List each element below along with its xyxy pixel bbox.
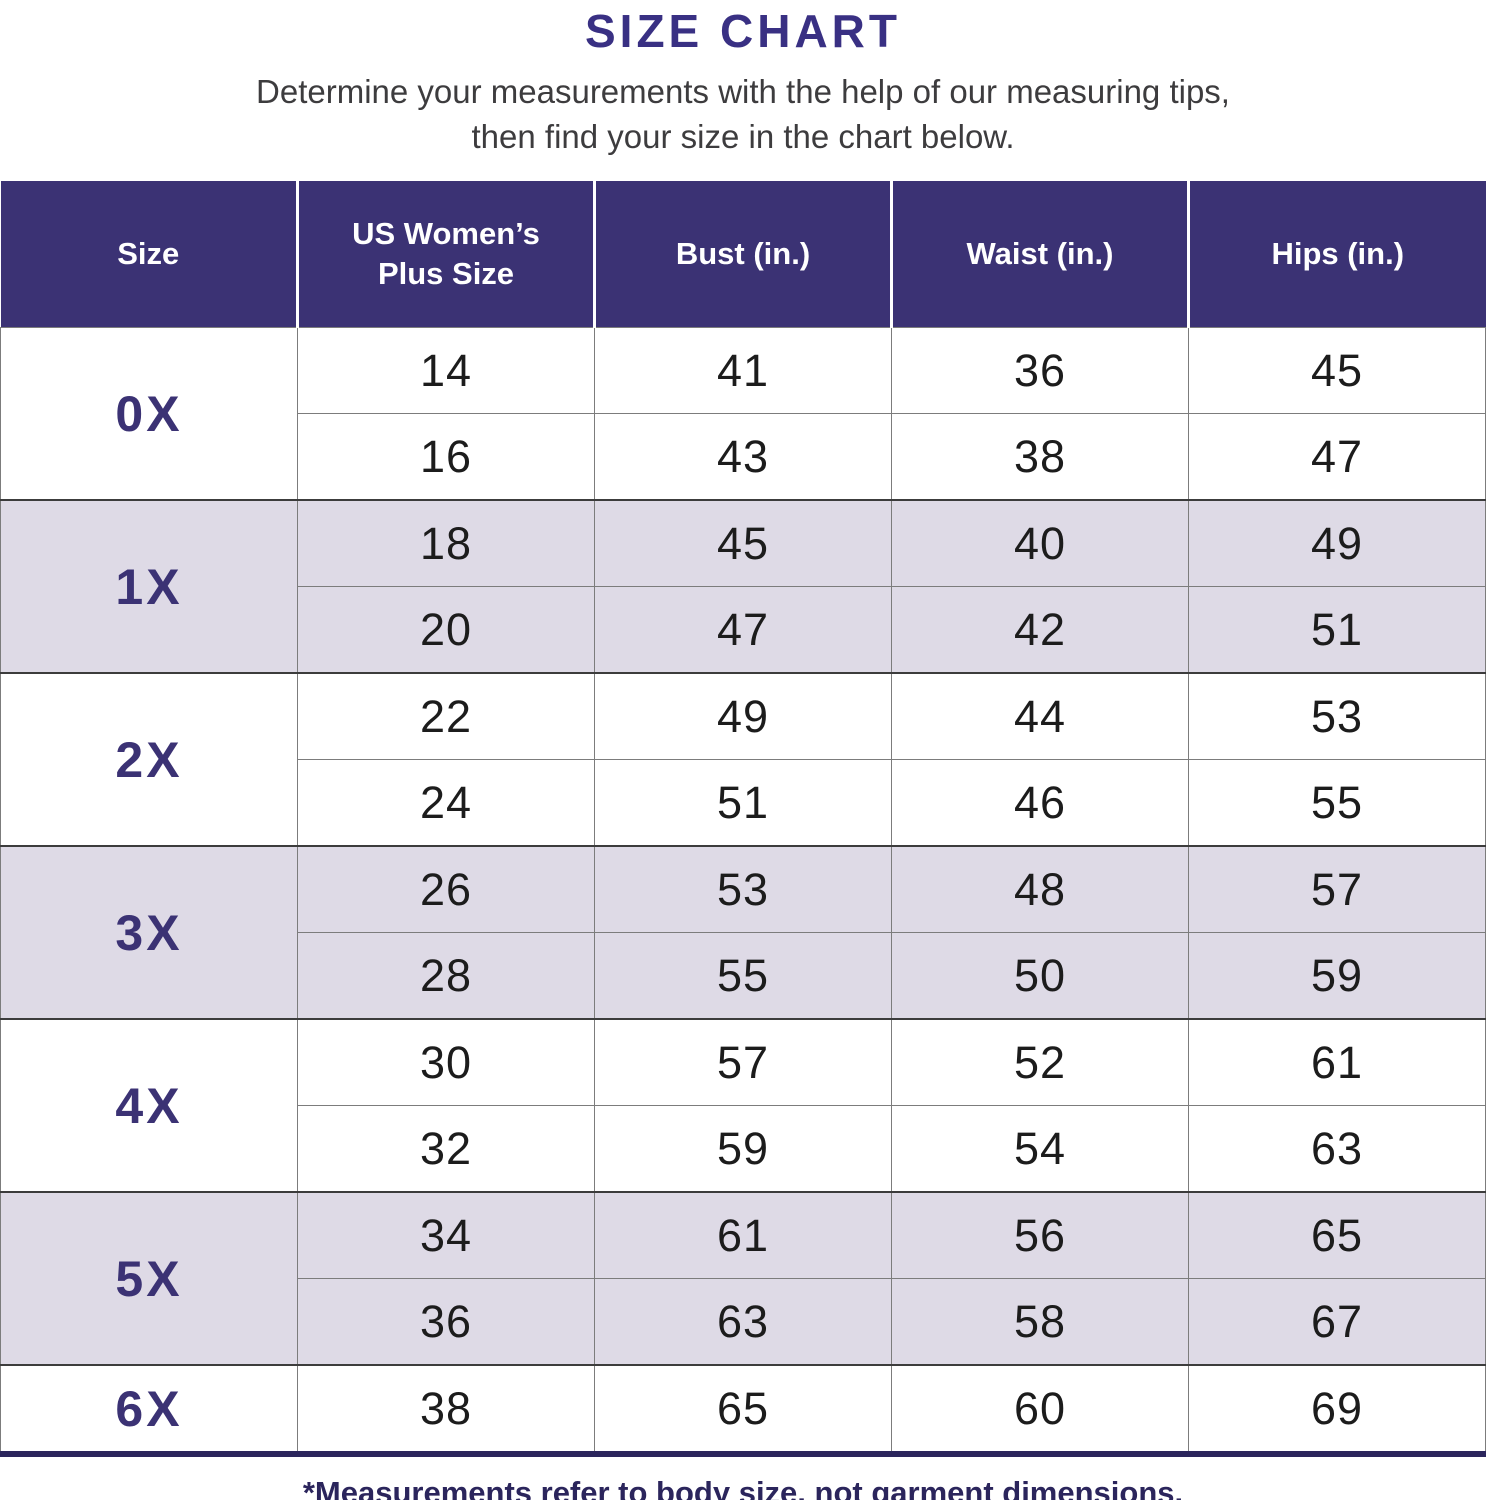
cell-hips: 65 <box>1188 1191 1486 1280</box>
cell-plus-size: 26 <box>297 845 595 934</box>
cell-waist: 52 <box>891 1018 1189 1107</box>
table-header: Size US Women’s Plus Size Bust (in.) Wai… <box>0 181 1486 328</box>
cell-plus-size: 14 <box>297 327 595 415</box>
cell-bust: 65 <box>594 1364 892 1455</box>
table-row: 2X 22 49 44 53 <box>0 672 1486 847</box>
col-header-size: Size <box>0 181 298 328</box>
cell-plus-size: 34 <box>297 1191 595 1280</box>
cell-bust: 63 <box>594 1278 892 1366</box>
cell-waist: 58 <box>891 1278 1189 1366</box>
cell-hips: 59 <box>1188 932 1486 1020</box>
size-chart-table: Size US Women’s Plus Size Bust (in.) Wai… <box>0 181 1486 1458</box>
cell-bust: 53 <box>594 845 892 934</box>
header-row: Size US Women’s Plus Size Bust (in.) Wai… <box>0 181 1486 328</box>
col-header-us-womens-plus-size: US Women’s Plus Size <box>296 181 595 328</box>
cell-plus-size: 30 <box>297 1018 595 1107</box>
col-header-hips: Hips (in.) <box>1187 181 1486 328</box>
size-label-2x: 2X <box>0 672 298 847</box>
cell-bust: 41 <box>594 327 892 415</box>
size-label-3x: 3X <box>0 845 298 1020</box>
cell-waist: 50 <box>891 932 1189 1020</box>
cell-plus-size: 16 <box>297 413 595 501</box>
cell-waist: 42 <box>891 586 1189 674</box>
cell-bust: 57 <box>594 1018 892 1107</box>
table-row: 3X 26 53 48 57 <box>0 845 1486 1020</box>
size-label-6x: 6X <box>0 1364 298 1455</box>
cell-hips: 61 <box>1188 1018 1486 1107</box>
table-row: 24 51 46 55 <box>1 759 1486 847</box>
cell-waist: 40 <box>891 499 1189 588</box>
cell-hips: 53 <box>1188 672 1486 761</box>
cell-waist: 48 <box>891 845 1189 934</box>
footnote: *Measurements refer to body size, not ga… <box>302 1475 1184 1500</box>
cell-bust: 45 <box>594 499 892 588</box>
cell-plus-size: 32 <box>297 1105 595 1193</box>
size-label-1x: 1X <box>0 499 298 674</box>
size-label-4x: 4X <box>0 1018 298 1193</box>
cell-hips: 51 <box>1188 586 1486 674</box>
subtitle: Determine your measurements with the hel… <box>0 70 1486 159</box>
table-row: 5X 34 61 56 65 <box>0 1191 1486 1366</box>
cell-plus-size: 38 <box>297 1364 595 1455</box>
col-header-waist: Waist (in.) <box>890 181 1189 328</box>
cell-waist: 56 <box>891 1191 1189 1280</box>
table-row: 6X 38 65 60 69 <box>0 1364 1486 1455</box>
subtitle-line-1: Determine your measurements with the hel… <box>256 73 1230 110</box>
cell-waist: 36 <box>891 327 1189 415</box>
cell-plus-size: 36 <box>297 1278 595 1366</box>
size-label-0x: 0X <box>0 327 298 501</box>
cell-waist: 46 <box>891 759 1189 847</box>
cell-hips: 45 <box>1188 327 1486 415</box>
cell-bust: 55 <box>594 932 892 1020</box>
table-row: 16 43 38 47 <box>1 413 1486 501</box>
cell-bust: 47 <box>594 586 892 674</box>
cell-bust: 43 <box>594 413 892 501</box>
page-title: SIZE CHART <box>585 5 901 57</box>
cell-bust: 59 <box>594 1105 892 1193</box>
cell-hips: 49 <box>1188 499 1486 588</box>
cell-hips: 63 <box>1188 1105 1486 1193</box>
cell-hips: 67 <box>1188 1278 1486 1366</box>
cell-waist: 44 <box>891 672 1189 761</box>
table-row: 0X 14 41 36 45 <box>0 327 1486 501</box>
table-row: 4X 30 57 52 61 <box>0 1018 1486 1193</box>
cell-bust: 49 <box>594 672 892 761</box>
cell-plus-size: 18 <box>297 499 595 588</box>
cell-hips: 47 <box>1188 413 1486 501</box>
cell-plus-size: 24 <box>297 759 595 847</box>
size-label-5x: 5X <box>0 1191 298 1366</box>
cell-bust: 51 <box>594 759 892 847</box>
cell-hips: 57 <box>1188 845 1486 934</box>
table-row: 36 63 58 67 <box>1 1278 1486 1366</box>
cell-waist: 60 <box>891 1364 1189 1455</box>
col-header-bust: Bust (in.) <box>593 181 892 328</box>
cell-waist: 38 <box>891 413 1189 501</box>
cell-plus-size: 28 <box>297 932 595 1020</box>
cell-hips: 55 <box>1188 759 1486 847</box>
cell-plus-size: 22 <box>297 672 595 761</box>
cell-hips: 69 <box>1188 1364 1486 1455</box>
cell-plus-size: 20 <box>297 586 595 674</box>
table-row: 1X 18 45 40 49 <box>0 499 1486 674</box>
cell-waist: 54 <box>891 1105 1189 1193</box>
subtitle-line-2: then find your size in the chart below. <box>471 117 1015 155</box>
table-row: 32 59 54 63 <box>1 1105 1486 1193</box>
table-row: 20 47 42 51 <box>1 586 1486 674</box>
cell-bust: 61 <box>594 1191 892 1280</box>
